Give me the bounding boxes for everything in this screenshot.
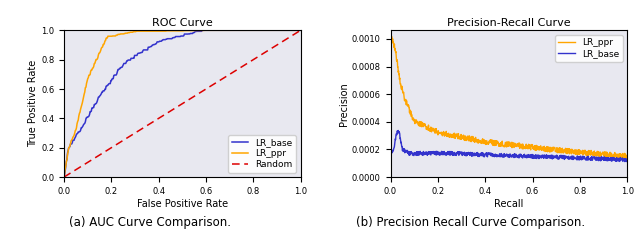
Line: LR_base: LR_base: [390, 130, 627, 162]
LR_ppr: [566, 148, 574, 151]
LR_ppr: [60, 176, 68, 178]
LR_base: [394, 129, 402, 132]
Legend: LR_ppr, LR_base: LR_ppr, LR_base: [555, 35, 623, 62]
LR_ppr: [88, 67, 96, 70]
LR_ppr: [531, 144, 538, 147]
LR_base: [623, 158, 631, 160]
LR_base: [232, 29, 239, 32]
LR_ppr: [154, 30, 161, 33]
Title: Precision-Recall Curve: Precision-Recall Curve: [447, 18, 571, 28]
Legend: LR_base, LR_ppr, Random: LR_base, LR_ppr, Random: [228, 135, 296, 173]
LR_base: [210, 29, 218, 32]
LR_base: [591, 156, 598, 158]
LR_ppr: [137, 30, 145, 33]
LR_base: [524, 153, 532, 156]
LR_base: [154, 41, 161, 43]
LR_ppr: [387, 38, 394, 41]
LR_ppr: [297, 29, 305, 32]
LR_ppr: [524, 146, 532, 148]
LR_ppr: [215, 29, 223, 32]
LR_base: [401, 151, 409, 154]
LR_base: [623, 160, 630, 163]
LR_ppr: [209, 29, 217, 32]
LR_base: [60, 176, 68, 178]
LR_ppr: [232, 29, 239, 32]
Y-axis label: Precision: Precision: [339, 82, 349, 126]
X-axis label: False Positive Rate: False Positive Rate: [137, 199, 228, 209]
Title: ROC Curve: ROC Curve: [152, 18, 212, 28]
LR_base: [297, 29, 305, 32]
LR_ppr: [623, 154, 631, 157]
X-axis label: Recall: Recall: [494, 199, 524, 209]
Line: LR_ppr: LR_ppr: [390, 37, 627, 158]
Y-axis label: True Positive Rate: True Positive Rate: [28, 60, 38, 147]
Text: (a) AUC Curve Comparison.: (a) AUC Curve Comparison.: [69, 216, 232, 229]
LR_base: [199, 29, 207, 32]
LR_ppr: [538, 149, 545, 152]
LR_base: [88, 107, 96, 110]
LR_ppr: [388, 35, 396, 38]
LR_base: [387, 151, 394, 154]
Line: LR_ppr: LR_ppr: [64, 30, 301, 177]
LR_ppr: [401, 100, 409, 103]
LR_ppr: [623, 157, 630, 160]
Line: LR_base: LR_base: [64, 30, 301, 177]
LR_ppr: [233, 29, 241, 32]
LR_ppr: [591, 153, 598, 155]
Text: (b) Precision Recall Curve Comparison.: (b) Precision Recall Curve Comparison.: [356, 216, 585, 229]
LR_base: [538, 156, 545, 158]
LR_base: [233, 29, 241, 32]
LR_base: [531, 156, 538, 158]
LR_base: [137, 51, 145, 54]
LR_base: [566, 155, 574, 158]
